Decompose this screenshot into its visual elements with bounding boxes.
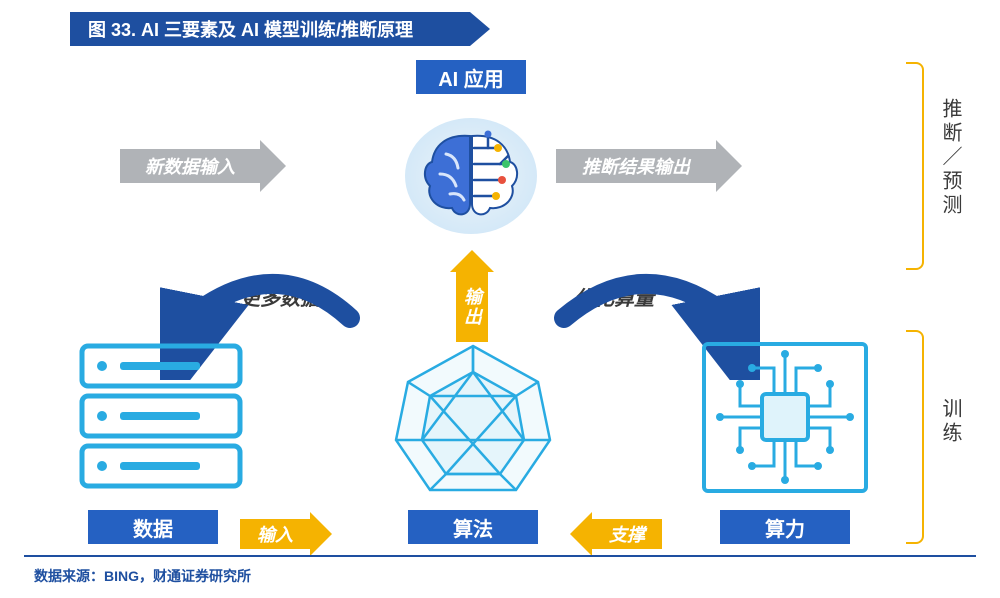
figure-title-arrow xyxy=(470,12,490,46)
arrow-new-data-input: 新数据输入 xyxy=(120,140,286,192)
label-compute: 算力 xyxy=(720,510,850,544)
arrow-support: 支撑 xyxy=(570,512,662,556)
label-ai-app: AI 应用 xyxy=(416,60,526,94)
label-data: 数据 xyxy=(88,510,218,544)
geodesic-sphere-icon xyxy=(388,340,558,500)
arrow-output-up: 输出 xyxy=(450,250,494,342)
source-citation: 数据来源：BING，财通证券研究所 xyxy=(34,566,251,586)
bracket-inference-label: 推断／预测 xyxy=(936,98,965,218)
bracket-training xyxy=(906,330,924,544)
label-algorithm: 算法 xyxy=(408,510,538,544)
figure-title-band: 图 33. AI 三要素及 AI 模型训练/推断原理 xyxy=(70,12,470,46)
bottom-divider xyxy=(24,555,976,557)
bracket-inference xyxy=(906,62,924,270)
figure-title-text: 图 33. AI 三要素及 AI 模型训练/推断原理 xyxy=(88,16,413,42)
server-rack-icon xyxy=(76,340,246,495)
arrow-inference-output: 推断结果输出 xyxy=(556,140,742,192)
brain-circuit-icon xyxy=(396,96,546,246)
bracket-training-label: 训练 xyxy=(936,398,965,446)
arrow-input: 输入 xyxy=(240,512,332,556)
chip-circuit-icon xyxy=(700,340,870,495)
